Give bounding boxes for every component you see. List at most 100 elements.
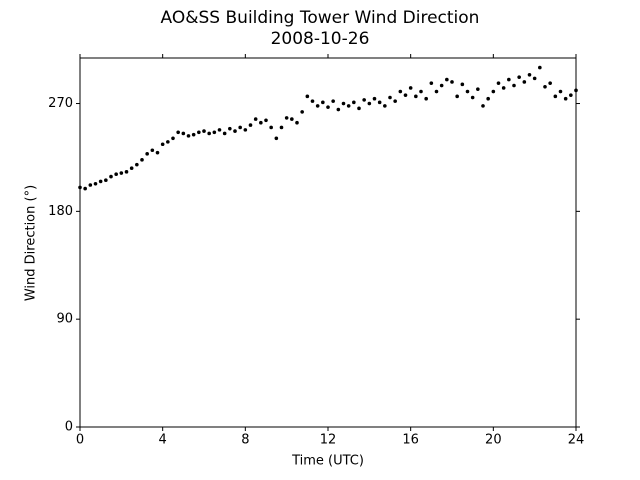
point bbox=[377, 100, 382, 105]
point bbox=[507, 77, 511, 82]
point bbox=[171, 136, 175, 141]
point bbox=[496, 81, 501, 85]
point bbox=[388, 95, 392, 100]
point bbox=[222, 131, 227, 136]
x-tick-label: 4 bbox=[159, 433, 167, 448]
point bbox=[207, 131, 211, 136]
point bbox=[357, 106, 361, 111]
point bbox=[331, 99, 335, 103]
point bbox=[166, 140, 170, 144]
point bbox=[383, 104, 387, 108]
point bbox=[558, 89, 563, 94]
point bbox=[140, 158, 144, 162]
point bbox=[450, 80, 454, 84]
point bbox=[284, 116, 289, 120]
point bbox=[543, 84, 547, 89]
x-tick-label: 16 bbox=[402, 433, 419, 448]
point bbox=[527, 72, 532, 77]
point bbox=[352, 100, 356, 105]
point bbox=[563, 96, 568, 101]
point bbox=[295, 120, 299, 125]
point bbox=[408, 86, 413, 90]
point bbox=[114, 172, 118, 177]
point bbox=[460, 82, 465, 87]
point bbox=[310, 99, 315, 103]
x-tick-label: 20 bbox=[485, 433, 502, 448]
point bbox=[305, 94, 310, 99]
point bbox=[119, 171, 124, 175]
point bbox=[336, 107, 341, 112]
point bbox=[465, 89, 470, 94]
point bbox=[393, 99, 397, 103]
point bbox=[197, 130, 201, 135]
point bbox=[191, 132, 196, 137]
point bbox=[88, 183, 93, 187]
x-axis-label: Time (UTC) bbox=[291, 454, 364, 469]
y-tick-label: 90 bbox=[56, 312, 73, 327]
point bbox=[481, 104, 485, 108]
point bbox=[553, 94, 558, 99]
point bbox=[346, 104, 351, 108]
point bbox=[501, 86, 506, 90]
y-tick-label: 180 bbox=[48, 204, 73, 219]
x-tick-label: 0 bbox=[76, 433, 84, 448]
point bbox=[512, 83, 516, 88]
point bbox=[109, 174, 113, 179]
point bbox=[424, 96, 428, 101]
point bbox=[176, 130, 180, 135]
point bbox=[429, 81, 434, 85]
chart-title: AO&SS Building Tower Wind Direction bbox=[161, 8, 480, 28]
point bbox=[445, 77, 449, 82]
point bbox=[202, 129, 206, 133]
point bbox=[186, 134, 191, 138]
point bbox=[300, 110, 304, 114]
point bbox=[315, 104, 320, 108]
chart-subtitle: 2008-10-26 bbox=[271, 29, 370, 49]
point bbox=[403, 93, 408, 97]
point bbox=[264, 118, 268, 123]
point bbox=[181, 131, 186, 136]
point bbox=[532, 76, 537, 81]
point bbox=[124, 170, 129, 174]
point bbox=[160, 142, 165, 147]
point bbox=[248, 123, 253, 127]
point bbox=[228, 126, 232, 131]
point bbox=[398, 89, 403, 94]
point bbox=[434, 89, 439, 94]
point bbox=[522, 80, 527, 84]
point bbox=[491, 89, 496, 94]
y-axis-label: Wind Direction (°) bbox=[24, 185, 39, 301]
point bbox=[326, 105, 330, 109]
point bbox=[517, 75, 521, 79]
point bbox=[548, 81, 552, 85]
x-tick-label: 12 bbox=[320, 433, 337, 448]
point bbox=[367, 101, 372, 106]
point bbox=[93, 181, 98, 186]
point bbox=[414, 94, 418, 99]
point bbox=[129, 166, 134, 171]
point bbox=[341, 101, 346, 106]
x-tick-label: 24 bbox=[568, 433, 585, 448]
point bbox=[274, 136, 279, 141]
point bbox=[470, 95, 475, 100]
point bbox=[279, 125, 284, 130]
point bbox=[145, 152, 149, 156]
point bbox=[486, 96, 490, 101]
point bbox=[212, 130, 217, 135]
point bbox=[290, 117, 294, 121]
point bbox=[538, 65, 542, 70]
point bbox=[253, 117, 258, 121]
point bbox=[135, 162, 139, 167]
plot-frame bbox=[79, 57, 577, 428]
point bbox=[321, 100, 325, 105]
point bbox=[439, 83, 444, 88]
x-tick-label: 8 bbox=[241, 433, 249, 448]
point bbox=[243, 128, 248, 132]
point bbox=[259, 120, 263, 125]
y-tick-label: 0 bbox=[65, 420, 73, 435]
point bbox=[269, 125, 273, 130]
point bbox=[476, 87, 480, 91]
point bbox=[98, 179, 103, 184]
